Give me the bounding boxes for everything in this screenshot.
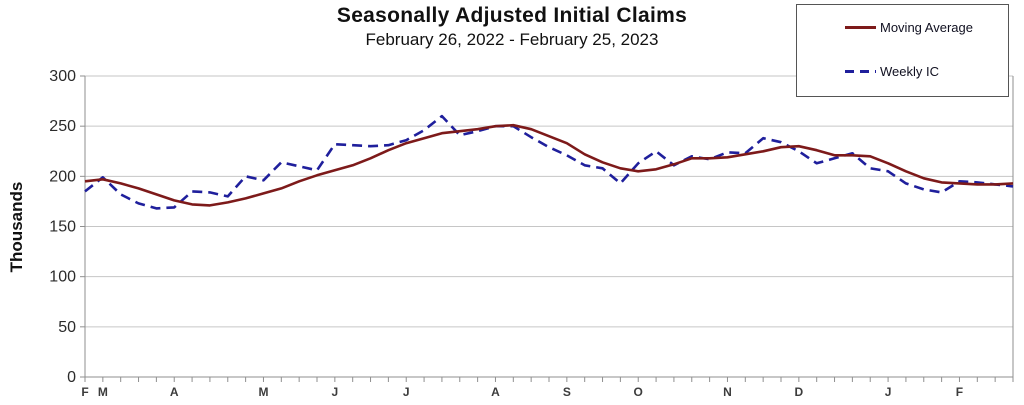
- svg-text:F: F: [956, 385, 963, 399]
- svg-text:50: 50: [58, 319, 76, 336]
- chart-title: Seasonally Adjusted Initial Claims: [336, 4, 688, 27]
- legend-label-moving-average: Moving Average: [880, 19, 973, 35]
- svg-text:S: S: [563, 385, 571, 399]
- svg-text:M: M: [258, 385, 268, 399]
- svg-text:0: 0: [67, 369, 76, 386]
- y-axis-labels: 0 50 100 150 200 250 300: [49, 68, 85, 386]
- legend-label-weekly-ic: Weekly IC: [880, 63, 939, 79]
- svg-text:J: J: [332, 385, 339, 399]
- svg-text:M: M: [98, 385, 108, 399]
- svg-text:300: 300: [49, 68, 76, 85]
- svg-text:N: N: [723, 385, 732, 399]
- svg-text:150: 150: [49, 219, 76, 236]
- svg-text:O: O: [634, 385, 643, 399]
- svg-text:J: J: [403, 385, 410, 399]
- svg-text:A: A: [170, 385, 179, 399]
- svg-text:D: D: [795, 385, 804, 399]
- svg-text:J: J: [885, 385, 892, 399]
- weekly-ic-line: [84, 114, 1014, 210]
- moving-average-line-sample: [845, 25, 876, 29]
- legend-item-moving-average: Moving Average: [845, 18, 1008, 36]
- chart-legend: Moving Average Weekly IC: [796, 4, 1009, 97]
- svg-text:A: A: [491, 385, 500, 399]
- gridlines: [85, 75, 1013, 328]
- chart-subtitle: February 26, 2022 - February 25, 2023: [365, 30, 659, 50]
- svg-text:100: 100: [49, 269, 76, 286]
- weekly-ic-line-sample: [845, 69, 876, 73]
- legend-item-weekly-ic: Weekly IC: [845, 62, 1008, 80]
- chart-title-block: Seasonally Adjusted Initial Claims Febru…: [60, 4, 964, 50]
- svg-text:200: 200: [49, 168, 76, 185]
- svg-text:F: F: [81, 385, 88, 399]
- svg-text:250: 250: [49, 118, 76, 135]
- moving-average-line: [84, 123, 1014, 207]
